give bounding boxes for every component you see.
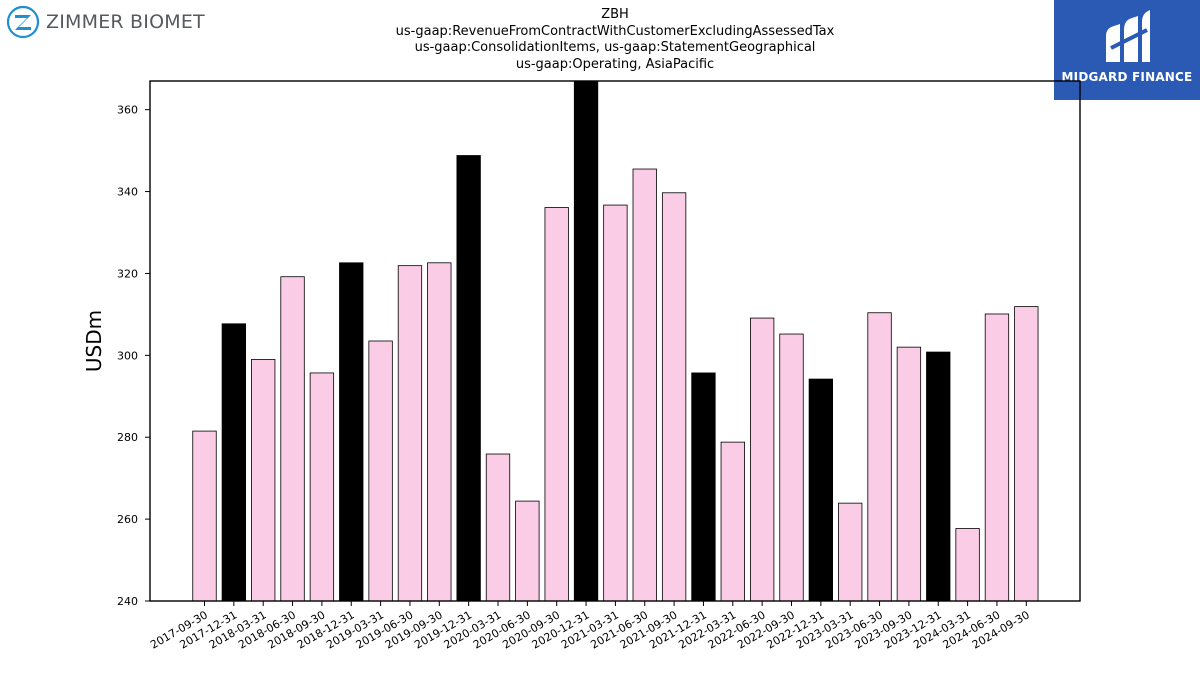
midgard-logo-icon bbox=[1106, 10, 1150, 62]
chart-title-ticker: ZBH bbox=[601, 7, 629, 22]
plot-frame bbox=[149, 80, 1081, 602]
zimmer-biomet-logo: ZIMMER BIOMET bbox=[6, 5, 205, 39]
y-tick-label: 260 bbox=[117, 513, 138, 526]
bar-2017-12-31 bbox=[221, 323, 247, 602]
bar-2017-09-30 bbox=[192, 430, 217, 602]
bar-2023-12-31 bbox=[926, 351, 951, 602]
midgard-finance-logo: MIDGARD FINANCE bbox=[1054, 0, 1200, 100]
y-tick-label: 320 bbox=[117, 267, 138, 280]
y-tick-label: 240 bbox=[117, 595, 138, 608]
midgard-finance-name: MIDGARD FINANCE bbox=[1061, 70, 1193, 84]
y-tick-label: 340 bbox=[117, 186, 138, 199]
chart-title-axes: us-gaap:ConsolidationItems, us-gaap:Stat… bbox=[414, 40, 816, 55]
bar-2022-12-31 bbox=[808, 378, 833, 602]
bar-2018-03-31 bbox=[251, 359, 276, 602]
bar-2024-03-31 bbox=[955, 528, 980, 602]
chart-title-members: us-gaap:Operating, AsiaPacific bbox=[515, 56, 715, 72]
bar-2019-09-30 bbox=[427, 262, 452, 602]
bar-2019-03-31 bbox=[368, 340, 393, 602]
bar-2020-03-31 bbox=[485, 453, 511, 602]
bar-2024-09-30 bbox=[1014, 306, 1039, 602]
zimmer-biomet-name: ZIMMER BIOMET bbox=[46, 11, 205, 33]
bar-2018-09-30 bbox=[309, 372, 335, 602]
bar-2023-06-30 bbox=[867, 312, 892, 602]
bar-2021-12-31 bbox=[691, 372, 716, 602]
zimmer-z-logo-icon bbox=[6, 5, 40, 39]
bar-2020-06-30 bbox=[515, 500, 540, 602]
y-tick-label: 360 bbox=[117, 104, 138, 117]
bar-2022-09-30 bbox=[779, 333, 804, 602]
bar-2019-12-31 bbox=[456, 155, 481, 602]
bar-2020-09-30 bbox=[544, 207, 569, 602]
bar-2021-06-30 bbox=[632, 168, 657, 602]
bar-2021-03-31 bbox=[603, 204, 628, 602]
bar-2022-03-31 bbox=[720, 441, 745, 602]
chart-title-concept: us-gaap:RevenueFromContractWithCustomerE… bbox=[395, 23, 835, 39]
y-tick-label: 300 bbox=[117, 349, 138, 362]
bar-2024-06-30 bbox=[984, 313, 1010, 602]
bar-2023-09-30 bbox=[896, 346, 922, 602]
y-tick-label: 280 bbox=[117, 431, 138, 444]
bar-2018-12-31 bbox=[339, 262, 364, 602]
y-axis-label: USDm bbox=[82, 310, 106, 372]
bar-2021-09-30 bbox=[661, 192, 687, 602]
bar-2020-12-31 bbox=[573, 80, 599, 602]
bar-2019-06-30 bbox=[397, 265, 423, 602]
bar-2018-06-30 bbox=[280, 276, 305, 602]
bar-2023-03-31 bbox=[838, 502, 863, 602]
bar-2022-06-30 bbox=[750, 317, 775, 602]
